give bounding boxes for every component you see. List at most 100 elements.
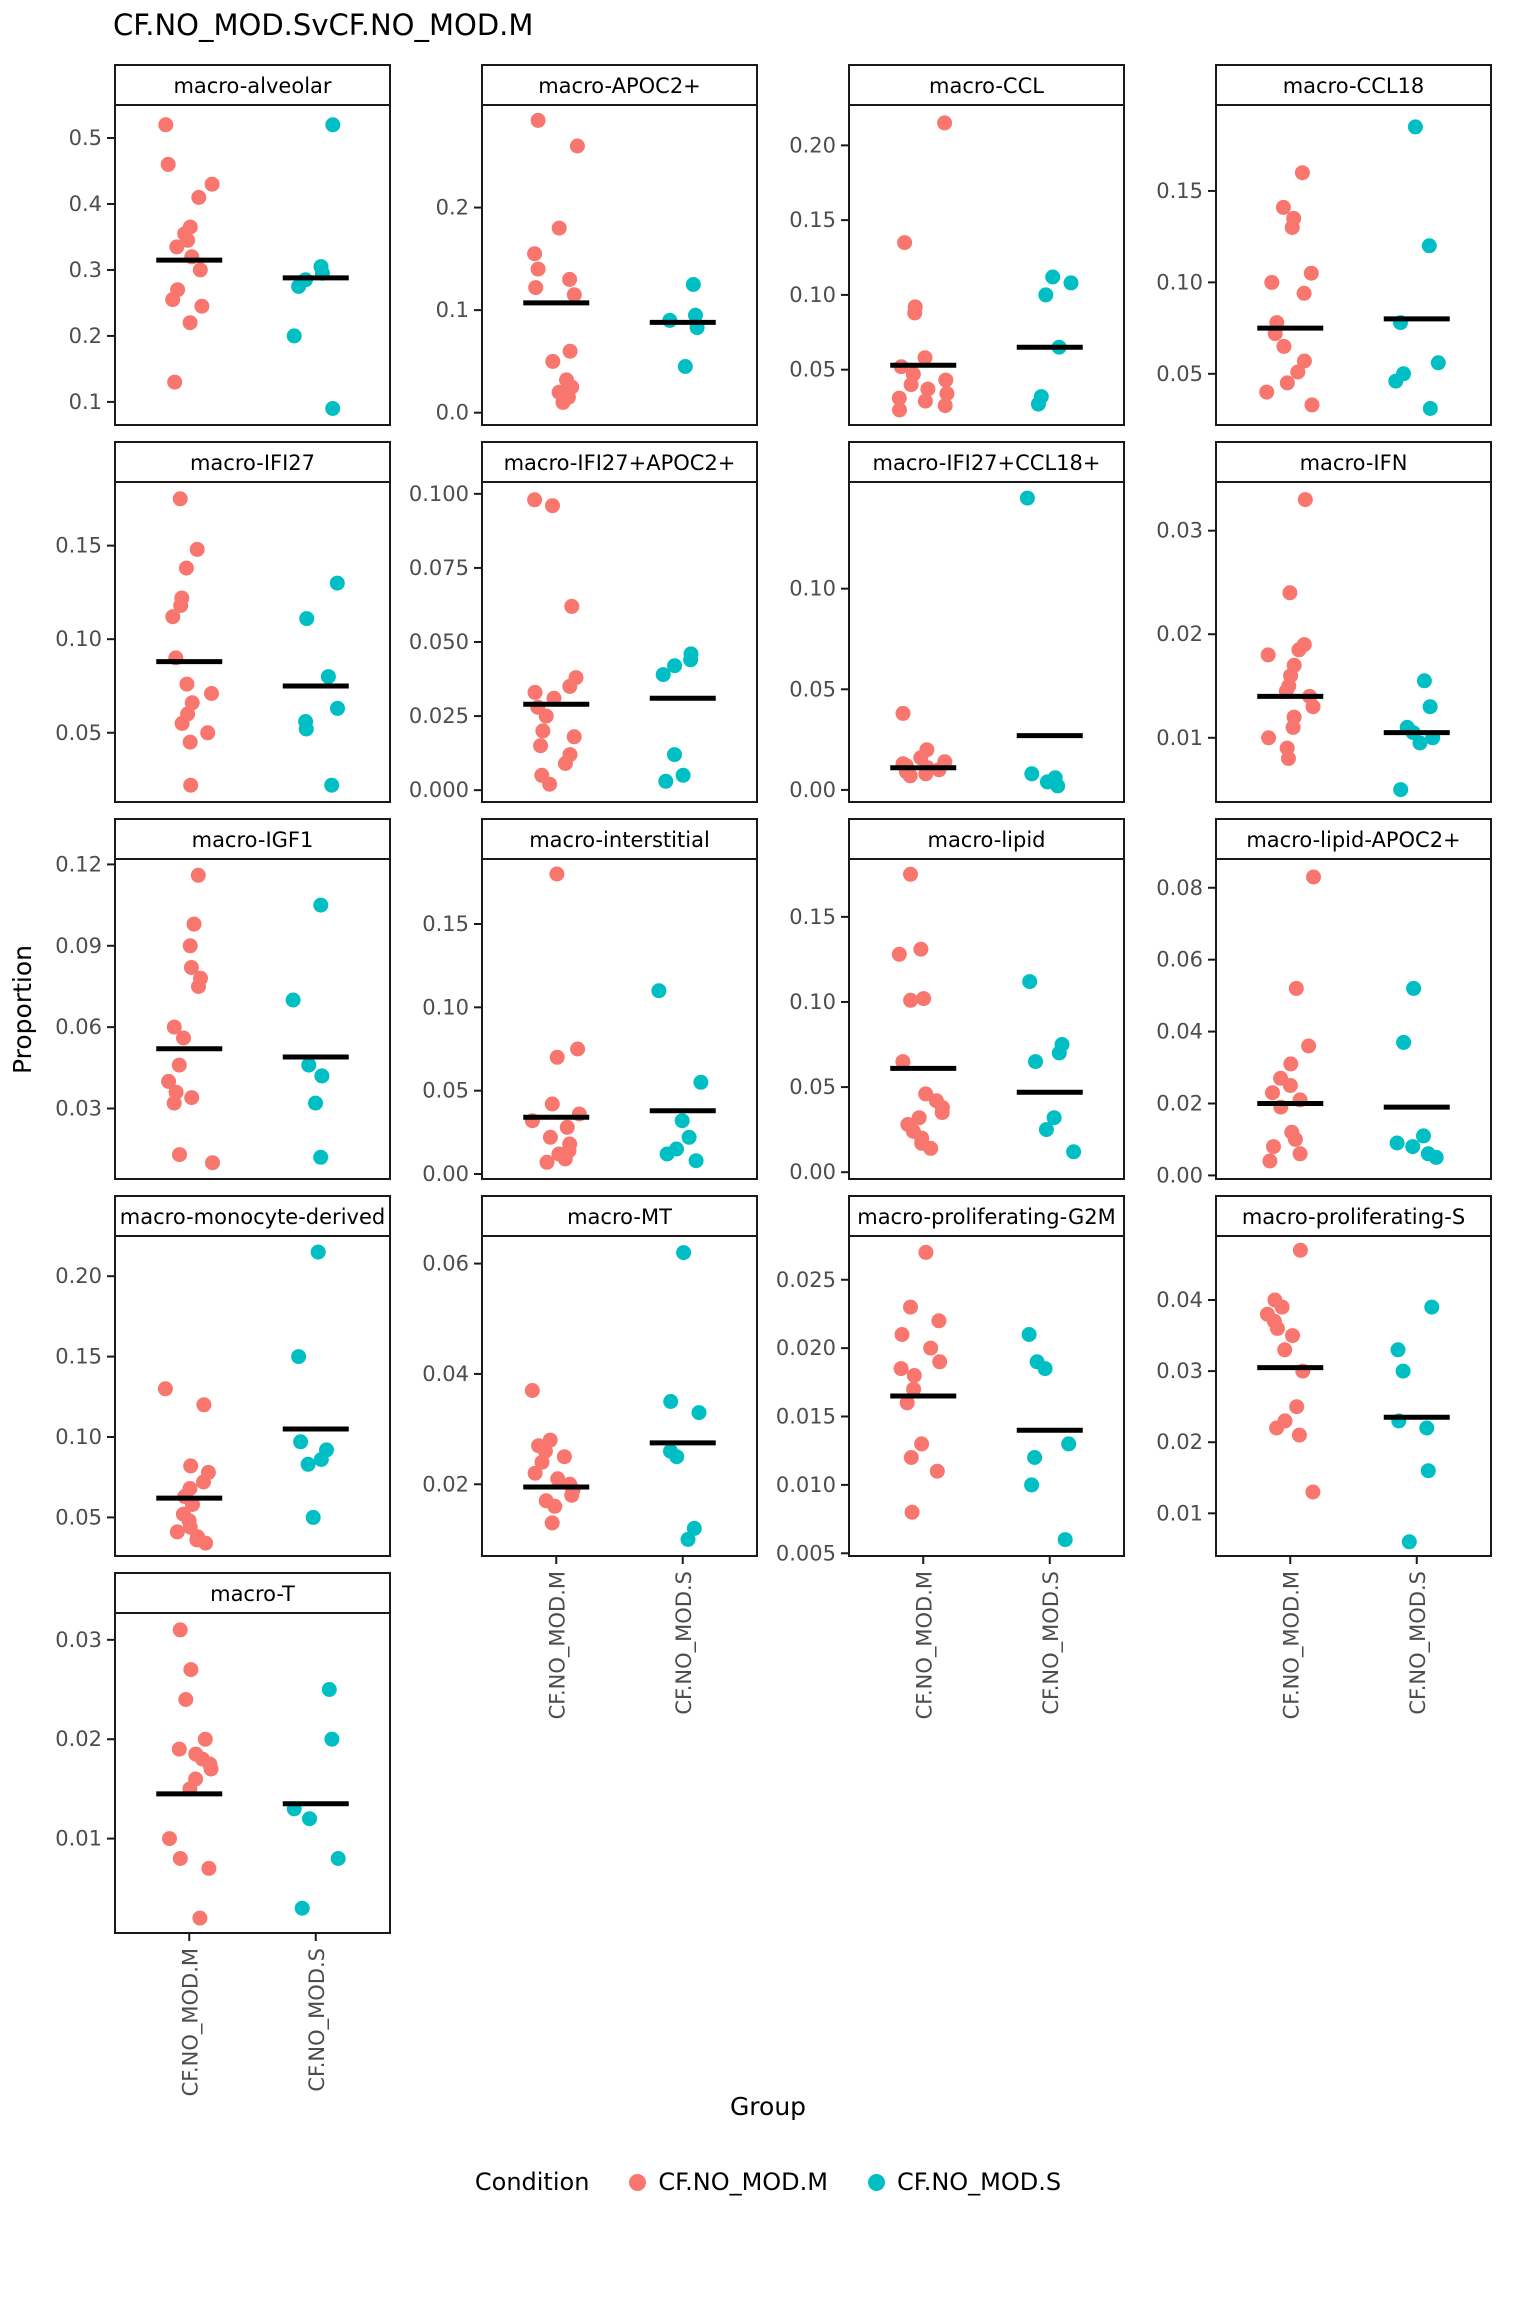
data-point-S: [1021, 1327, 1037, 1342]
data-point-M: [197, 1731, 213, 1747]
data-point-S: [1406, 980, 1422, 996]
data-point-S: [1389, 1135, 1405, 1151]
facet-panel: macro-IFI27+CCL18+ 0.00 0.05 0.10: [789, 441, 1125, 803]
data-point-M: [169, 1524, 185, 1540]
data-point-M: [549, 1049, 565, 1065]
data-point-M: [1292, 1146, 1308, 1162]
data-point-S: [301, 1057, 317, 1073]
y-tick-label: 0.12: [55, 852, 102, 876]
data-point-M: [178, 1692, 194, 1707]
y-tick-label: 0.15: [789, 905, 836, 929]
data-point-M: [201, 1860, 217, 1876]
data-point-M: [172, 1851, 188, 1866]
data-point-M: [937, 115, 953, 131]
data-point-M: [1305, 1484, 1321, 1500]
facet-panel: macro-proliferating-S 0.01 0.02 0.03 0.04 CF.…: [1156, 1195, 1492, 1719]
data-point-S: [685, 277, 701, 292]
data-point-M: [1269, 1320, 1285, 1336]
y-tick-label: 0.05: [789, 1075, 836, 1099]
facet-panel: macro-IFN 0.01 0.02 0.03: [1156, 441, 1492, 803]
data-point-S: [1405, 1139, 1421, 1155]
data-point-S: [676, 1245, 692, 1261]
data-point-S: [325, 401, 341, 416]
facet-strip: [114, 64, 391, 106]
y-tick-label: 0.3: [69, 258, 102, 282]
data-point-M: [1290, 364, 1306, 380]
x-tick-label: CF.NO_MOD.M: [545, 1571, 570, 1719]
data-point-M: [931, 1313, 947, 1329]
facet-title: macro-IFN: [1300, 451, 1408, 475]
data-point-S: [291, 1349, 307, 1365]
data-point-M: [167, 374, 183, 390]
data-point-M: [166, 1095, 182, 1111]
data-point-M: [551, 220, 567, 236]
data-point-M: [920, 381, 936, 397]
y-tick-label: 0.08: [1156, 876, 1203, 900]
y-tick-label: 0.02: [1156, 1091, 1203, 1115]
data-point-S: [683, 652, 699, 668]
data-point-M: [176, 1030, 191, 1046]
data-point-M: [166, 1019, 182, 1035]
data-point-S: [1430, 355, 1446, 371]
data-point-S: [677, 359, 693, 374]
legend-label-S: CF.NO_MOD.S: [897, 2168, 1062, 2196]
data-point-M: [1297, 492, 1313, 508]
y-tick-label: 0.15: [789, 208, 836, 232]
data-point-M: [570, 1041, 586, 1057]
data-point-M: [538, 708, 554, 724]
panel-border: [1215, 481, 1492, 803]
y-tick-label: 0.04: [1156, 1288, 1203, 1312]
y-tick-label: 0.15: [422, 912, 469, 936]
legend-swatch-M-icon: [629, 2173, 647, 2191]
data-point-M: [938, 372, 954, 388]
data-point-M: [524, 1383, 540, 1398]
facet-panel: macro-IFI27+APOC2+ 0.000 0.025 0.050 0.075 0.…: [409, 441, 758, 803]
data-point-S: [688, 307, 703, 323]
data-point-S: [293, 1434, 309, 1450]
data-point-M: [1287, 1131, 1303, 1147]
data-point-M: [200, 725, 216, 741]
y-tick-label: 0.020: [776, 1336, 836, 1360]
facet-title: macro-CCL18: [1283, 74, 1425, 98]
facet-strip: [1215, 818, 1492, 860]
data-point-M: [205, 1155, 220, 1171]
data-point-M: [172, 1622, 188, 1638]
data-point-S: [1422, 401, 1438, 416]
data-point-M: [895, 705, 911, 721]
data-point-M: [555, 394, 571, 410]
chart-title: CF.NO_MOD.SvCF.NO_MOD.M: [113, 8, 534, 42]
data-point-M: [182, 734, 198, 750]
data-point-M: [918, 1244, 934, 1260]
data-point-S: [1416, 673, 1432, 689]
legend-item-S: CF.NO_MOD.S: [868, 2168, 1061, 2196]
facet-title: macro-CCL: [929, 74, 1044, 98]
y-tick-label: 0.06: [55, 1015, 102, 1039]
x-tick-label: CF.NO_MOD.S: [1039, 1571, 1064, 1715]
y-tick-label: 0.03: [1156, 519, 1203, 543]
data-point-M: [204, 176, 220, 192]
facet-panel: macro-IGF1 0.03 0.06 0.09 0.12: [55, 818, 391, 1180]
data-point-S: [1038, 287, 1054, 303]
data-point-M: [1276, 338, 1292, 354]
data-point-S: [1019, 490, 1035, 506]
data-point-M: [1284, 220, 1300, 235]
data-point-M: [198, 1535, 214, 1551]
data-point-M: [545, 353, 561, 369]
data-point-M: [1269, 1420, 1285, 1436]
data-point-S: [325, 117, 341, 133]
data-point-S: [663, 1394, 679, 1409]
data-point-M: [1291, 642, 1307, 658]
data-point-M: [1281, 751, 1296, 766]
data-point-M: [1285, 1328, 1300, 1344]
data-point-M: [171, 1057, 187, 1073]
data-point-M: [923, 1140, 939, 1156]
y-tick-label: 0.2: [69, 324, 102, 348]
data-point-M: [557, 1151, 573, 1167]
data-point-S: [1028, 1054, 1043, 1070]
data-point-M: [566, 729, 582, 745]
data-point-S: [1407, 119, 1423, 135]
data-point-M: [534, 1454, 550, 1470]
data-point-S: [1022, 974, 1038, 990]
data-point-S: [1428, 1149, 1444, 1165]
